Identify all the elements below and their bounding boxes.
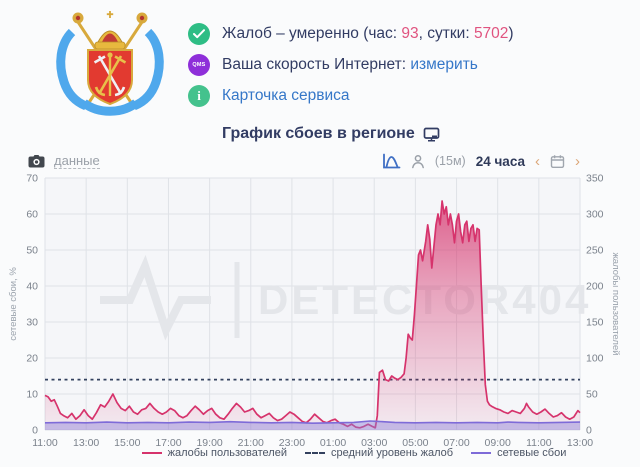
pulse-icon	[100, 254, 211, 341]
x-axis-tick-label: 11:00	[32, 437, 58, 449]
legend-item-average[interactable]: средний уровень жалоб	[305, 447, 453, 459]
check-icon	[188, 22, 210, 45]
outage-chart[interactable]: DETECTOR404 11:0013:0015:0017:0019:0021:…	[0, 170, 640, 467]
chart-svg[interactable]: DETECTOR404 11:0013:0015:0017:0019:0021:…	[0, 170, 640, 467]
legend-label-complaints: жалобы пользователей	[167, 447, 287, 459]
region-coat-of-arms	[56, 11, 164, 116]
y-axis-right-tick-label: 300	[586, 209, 604, 221]
chevron-left-icon[interactable]: ‹	[535, 152, 540, 170]
ribbon-left	[56, 28, 88, 111]
y-axis-left-labels: 0 10 20 30 40 50 60 70	[26, 173, 38, 437]
legend-swatch-average	[305, 452, 325, 454]
y-axis-right-tick-label: 50	[586, 389, 598, 401]
y-axis-left-tick-label: 10	[26, 389, 38, 401]
x-axis-tick-label: 17:00	[155, 437, 181, 449]
service-card-link[interactable]: Карточка сервиса	[222, 86, 350, 104]
x-axis-tick-label: 13:00	[567, 437, 593, 449]
central-sceptre-finial	[107, 52, 113, 58]
y-axis-right-tick-label: 250	[586, 245, 604, 257]
ribbon-right	[132, 28, 164, 111]
y-axis-left-tick-label: 70	[26, 173, 38, 185]
legend-item-outages[interactable]: сетевые сбои	[471, 447, 566, 459]
y-axis-left-tick-label: 30	[26, 317, 38, 329]
controls-left: данные	[28, 153, 100, 169]
area-chart-icon[interactable]	[382, 153, 401, 169]
y-axis-right-labels: 0 50 100 150 200 250 300 350	[586, 173, 604, 437]
interval-label[interactable]: (15м)	[434, 154, 466, 168]
complaints-status-text: Жалоб – умеренно (час: 93, сутки: 5702)	[222, 25, 514, 43]
qms-badge-text: QMS	[192, 61, 206, 68]
y-axis-left-tick-label: 20	[26, 353, 38, 365]
crown-cap	[102, 33, 118, 42]
x-axis-tick-label: 03:00	[361, 437, 387, 449]
info-glyph: i	[197, 87, 201, 103]
x-axis-tick-label: 19:00	[196, 437, 222, 449]
x-axis-tick-label: 07:00	[443, 437, 469, 449]
x-axis-tick-label: 05:00	[402, 437, 428, 449]
y-axis-left-tick-label: 40	[26, 281, 38, 293]
measure-speed-link[interactable]: измерить	[410, 55, 478, 73]
x-axis-tick-label: 09:00	[485, 437, 511, 449]
legend-swatch-outages	[471, 452, 492, 454]
x-axis-labels: 11:00 13:00 15:00 17:00 19:00 21:00 23:00 01:00…	[32, 437, 593, 449]
complaints-day-value: 5702	[473, 24, 509, 42]
x-axis-tick-label: 15:00	[114, 437, 140, 449]
complaints-hour-value: 93	[401, 24, 419, 42]
info-icon: i	[188, 84, 210, 107]
x-axis-tick-label: 21:00	[238, 437, 264, 449]
complaints-mid-label: , сутки:	[418, 24, 474, 42]
eagle-finial-left-center	[75, 15, 81, 21]
data-toggle-link[interactable]: данные	[54, 153, 100, 169]
y-axis-right-tick-label: 200	[586, 281, 604, 293]
legend-item-complaints[interactable]: жалобы пользователей	[141, 447, 287, 459]
complaints-area	[45, 201, 580, 430]
complaints-status-row: Жалоб – умеренно (час: 93, сутки: 5702)	[188, 18, 514, 49]
x-axis-tick-label: 11:00	[526, 437, 552, 449]
user-icon[interactable]	[411, 154, 425, 169]
y-axis-right-tick-label: 100	[586, 353, 604, 365]
service-card-row: i Карточка сервиса	[188, 80, 514, 111]
complaints-label: Жалоб – умеренно (час:	[222, 24, 402, 42]
chevron-right-icon[interactable]: ›	[575, 152, 580, 170]
controls-right: (15м) 24 часа ‹ ›	[382, 153, 580, 169]
y-axis-left-tick-label: 50	[26, 245, 38, 257]
plot-area[interactable]	[45, 178, 580, 430]
outages-line	[44, 420, 581, 425]
chart-title: График сбоев в регионе	[222, 125, 415, 142]
ribbon-bow	[81, 99, 139, 116]
legend-swatch-complaints	[141, 452, 162, 454]
x-axis-tick-label: 23:00	[279, 437, 305, 449]
speed-test-text: Ваша скорость Интернет: измерить	[222, 56, 478, 74]
crown-band	[94, 41, 126, 50]
qms-icon: QMS	[188, 53, 210, 76]
y-axis-right-tick-label: 150	[586, 317, 604, 329]
x-axis-tick-label: 13:00	[73, 437, 99, 449]
y-axis-left-tick-label: 0	[32, 425, 38, 437]
monitor-icon	[423, 127, 440, 142]
complaints-suffix: )	[508, 24, 514, 42]
crown-cross	[106, 11, 114, 18]
legend-label-average: средний уровень жалоб	[331, 447, 454, 459]
calendar-icon[interactable]	[550, 154, 565, 169]
chart-controls: данные (15м) 24 часа ‹ ›	[28, 150, 580, 172]
eagle-finial-right-center	[139, 15, 145, 21]
legend-label-outages: сетевые сбои	[497, 447, 567, 459]
y-axis-right-tick-label: 0	[586, 425, 592, 437]
speed-label: Ваша скорость Интернет:	[222, 55, 407, 73]
y-axis-right-title: жалобы пользователей	[610, 252, 621, 355]
y-axis-right-tick-label: 350	[586, 173, 604, 185]
camera-icon[interactable]	[28, 154, 45, 169]
speed-test-row: QMS Ваша скорость Интернет: измерить	[188, 49, 514, 80]
y-axis-left-title: сетевые сбои, %	[8, 267, 19, 341]
range-24h-button[interactable]: 24 часа	[475, 153, 525, 169]
status-panel: Жалоб – умеренно (час: 93, сутки: 5702) …	[188, 18, 514, 111]
chart-legend: жалобы пользователей средний уровень жал…	[0, 447, 640, 459]
x-axis-tick-label: 01:00	[320, 437, 346, 449]
complaints-line	[44, 200, 581, 429]
y-axis-left-tick-label: 60	[26, 209, 38, 221]
chart-title-row: График сбоев в регионе	[222, 125, 440, 143]
